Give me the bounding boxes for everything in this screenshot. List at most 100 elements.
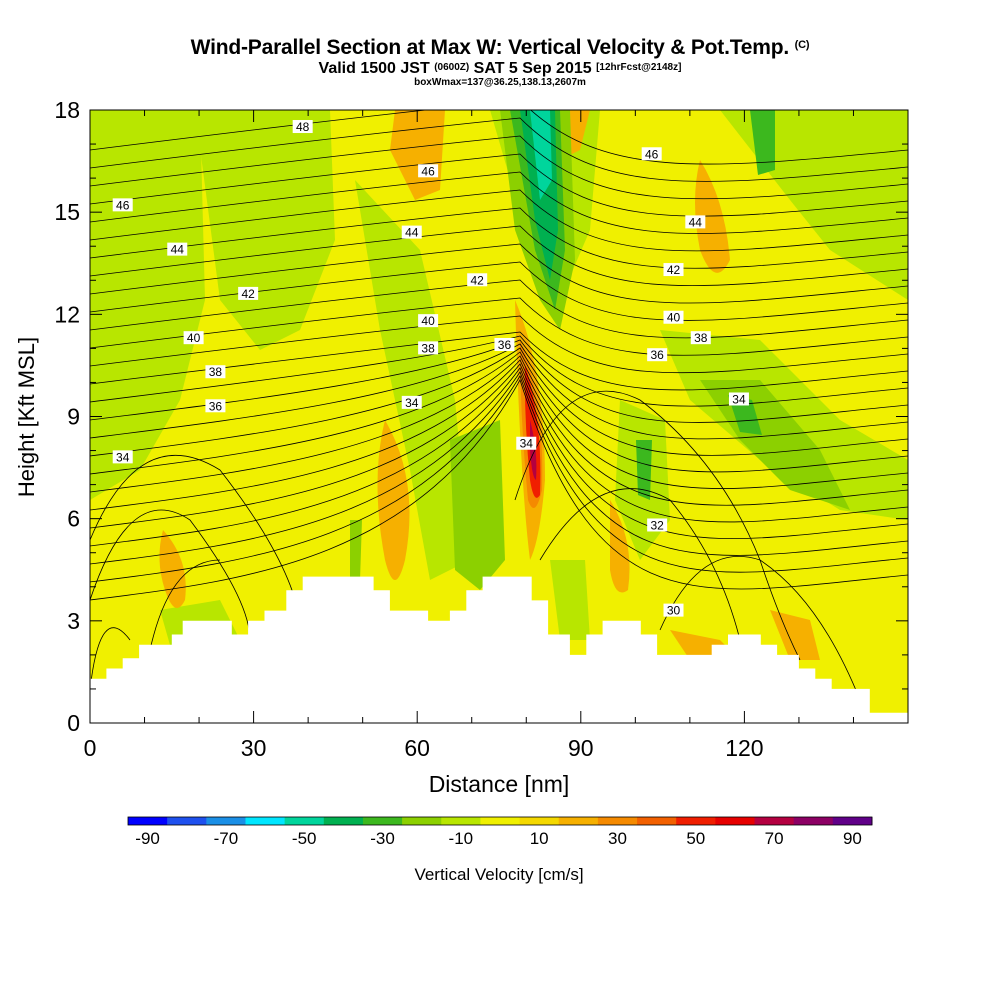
contour-label-box <box>205 399 226 413</box>
isentrope-3 <box>90 153 908 217</box>
contour-label-box <box>418 164 439 178</box>
contour-label-text: 42 <box>241 287 255 301</box>
isentrope-21 <box>90 363 908 529</box>
contour-label-32: 32 <box>647 518 668 532</box>
contour-label-text: 38 <box>421 341 435 355</box>
contour-label-text: 36 <box>498 338 512 352</box>
colorbar-tick-label: -30 <box>370 829 395 848</box>
contour-label-38: 38 <box>205 365 226 379</box>
contour-label-box <box>663 310 684 324</box>
velocity-region-18 <box>695 160 730 273</box>
y-tick-label: 15 <box>54 199 80 225</box>
contour-label-box <box>641 147 662 161</box>
velocity-region-14 <box>377 420 410 580</box>
colorbar-swatch <box>284 817 325 825</box>
contour-label-42: 42 <box>467 273 488 287</box>
contour-label-text: 44 <box>689 215 703 229</box>
x-tick-label: 30 <box>241 735 267 761</box>
colorbar-swatch <box>362 817 403 825</box>
contour-label-text: 46 <box>116 198 130 212</box>
contour-label-box <box>516 436 537 450</box>
contour-label-text: 40 <box>421 314 435 328</box>
isentrope-1 <box>90 117 908 182</box>
velocity-region-10 <box>636 440 652 500</box>
isentrope-7 <box>90 225 908 287</box>
velocity-region-17 <box>390 110 445 200</box>
contour-label-text: 32 <box>650 518 664 532</box>
contour-label-48: 48 <box>292 120 313 134</box>
y-tick-label: 9 <box>67 404 80 430</box>
colorbar-tick-label: -10 <box>449 829 474 848</box>
contour-label-text: 30 <box>667 604 681 618</box>
contour-label-box <box>728 392 749 406</box>
isentrope-11 <box>90 297 908 356</box>
x-tick-label: 60 <box>404 735 430 761</box>
velocity-region-30 <box>530 420 537 480</box>
contour-label-box <box>418 341 439 355</box>
colorbar-tick-label: 90 <box>843 829 862 848</box>
contour-label-text: 34 <box>405 396 419 410</box>
contour-label-box <box>238 286 259 300</box>
y-tick-label: 3 <box>67 608 80 634</box>
isentrope-15 <box>90 339 908 423</box>
contour-label-36: 36 <box>647 348 668 362</box>
isentrope-12 <box>90 315 908 374</box>
contour-label-box <box>401 225 422 239</box>
contour-label-42: 42 <box>663 263 684 277</box>
x-tick-label: 90 <box>568 735 594 761</box>
contour-label-box <box>690 331 711 345</box>
contour-label-40: 40 <box>418 314 439 328</box>
contour-label-box <box>647 518 668 532</box>
colorbar-swatch <box>597 817 638 825</box>
chart-boxw-info: boxWmax=137@36.25,138.13,2607m <box>414 77 586 88</box>
contour-label-text: 44 <box>405 226 419 240</box>
isentrope-6 <box>90 207 908 269</box>
contour-label-38: 38 <box>418 341 439 355</box>
contour-label-46: 46 <box>641 147 662 161</box>
contour-label-36: 36 <box>494 337 515 352</box>
contour-label-38: 38 <box>690 331 711 345</box>
isentrope-low-5 <box>659 556 861 701</box>
colorbar-swatch <box>637 817 677 825</box>
colorbar-swatch <box>480 817 521 825</box>
colorbar-swatch <box>245 817 286 825</box>
contour-label-text: 44 <box>171 243 185 257</box>
contour-label-box <box>401 395 422 409</box>
contour-label-text: 40 <box>667 311 681 325</box>
colorbar-swatch <box>832 817 873 825</box>
isentrope-low-6 <box>90 627 131 691</box>
y-axis-label: Height [Kft MSL] <box>14 337 39 497</box>
isentrope-low-3 <box>514 390 801 661</box>
y-tick-label: 18 <box>54 97 80 123</box>
isentrope-0 <box>90 110 908 165</box>
isentrope-25 <box>90 378 908 601</box>
contour-label-text: 38 <box>209 365 223 379</box>
colorbar-tick-label: 50 <box>686 829 705 848</box>
isentrope-13 <box>90 331 908 391</box>
contour-label-40: 40 <box>183 331 204 345</box>
contour-label-text: 34 <box>116 450 130 464</box>
contour-label-text: 34 <box>520 437 534 451</box>
contour-label-box <box>685 215 706 229</box>
colorbar-swatch <box>206 817 246 825</box>
isentrope-low-0 <box>90 509 251 641</box>
contour-label-34: 34 <box>112 450 133 464</box>
colorbar-swatch <box>128 817 168 825</box>
contour-label-text: 36 <box>209 399 223 413</box>
contour-label-box <box>292 120 313 134</box>
potential-temperature-contours <box>90 110 908 701</box>
colorbar-swatch <box>793 817 834 825</box>
contour-label-42: 42 <box>238 286 259 301</box>
velocity-region-11 <box>550 560 590 640</box>
isentrope-16 <box>90 343 908 440</box>
isentrope-low-4 <box>539 488 741 641</box>
contour-label-box <box>467 273 488 287</box>
contour-labels: 48 46 46 46 44 44 44 42 42 42 40 40 40 38 38 36 36 38 36 34… <box>112 120 749 618</box>
contour-label-box <box>112 198 133 212</box>
contour-label-box <box>112 450 133 464</box>
isentrope-20 <box>90 359 908 511</box>
isentrope-4 <box>90 171 908 234</box>
contour-label-30: 30 <box>663 603 684 618</box>
